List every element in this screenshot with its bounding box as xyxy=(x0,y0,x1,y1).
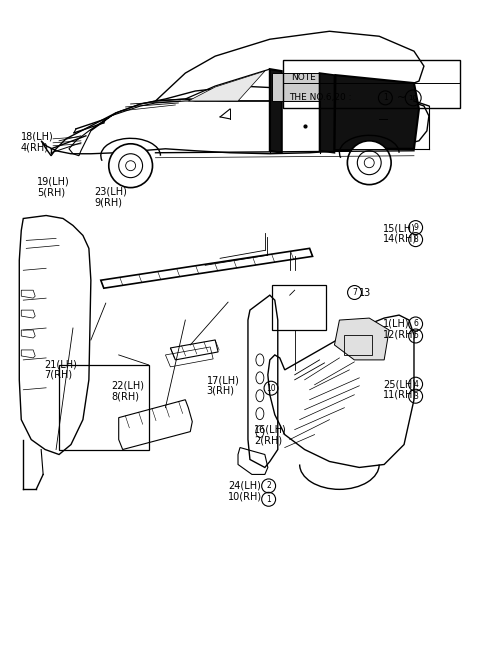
Polygon shape xyxy=(272,73,320,101)
Bar xyxy=(344,335,372,355)
Polygon shape xyxy=(320,73,335,153)
Polygon shape xyxy=(270,69,282,153)
Text: 9: 9 xyxy=(413,223,418,232)
Text: 4(RH): 4(RH) xyxy=(21,142,48,153)
Text: 1: 1 xyxy=(383,93,388,102)
Text: 7(RH): 7(RH) xyxy=(44,370,72,380)
Text: 23(LH): 23(LH) xyxy=(95,186,127,196)
Text: 10: 10 xyxy=(408,95,418,101)
Text: 1(LH): 1(LH) xyxy=(383,319,410,329)
Polygon shape xyxy=(335,318,389,360)
Text: 1: 1 xyxy=(266,495,271,504)
Text: 8(RH): 8(RH) xyxy=(111,391,139,401)
Text: 10: 10 xyxy=(266,384,276,392)
Circle shape xyxy=(348,141,391,185)
Text: 2(RH): 2(RH) xyxy=(254,435,282,446)
Text: 11(RH): 11(RH) xyxy=(383,390,417,400)
Text: 22(LH): 22(LH) xyxy=(111,380,144,390)
Text: 21(LH): 21(LH) xyxy=(44,359,77,369)
Text: 5: 5 xyxy=(413,331,418,341)
Text: ~: ~ xyxy=(397,93,407,103)
Text: 12(RH): 12(RH) xyxy=(383,330,418,339)
Bar xyxy=(272,285,326,330)
Text: 16(LH): 16(LH) xyxy=(254,425,287,435)
Circle shape xyxy=(357,151,381,175)
Text: 25(LH): 25(LH) xyxy=(383,379,416,389)
Polygon shape xyxy=(335,75,419,151)
Circle shape xyxy=(109,144,153,187)
Circle shape xyxy=(119,154,143,177)
Text: 19(LH): 19(LH) xyxy=(37,177,70,186)
Text: 2: 2 xyxy=(266,481,271,491)
Text: 3: 3 xyxy=(413,392,418,401)
Text: 3(RH): 3(RH) xyxy=(206,386,235,396)
Text: 13: 13 xyxy=(360,288,372,298)
Bar xyxy=(283,60,459,108)
Text: 14(RH): 14(RH) xyxy=(383,234,417,244)
Bar xyxy=(59,365,148,450)
Text: 9(RH): 9(RH) xyxy=(95,197,122,207)
Text: 18(LH): 18(LH) xyxy=(21,132,53,142)
Circle shape xyxy=(126,161,136,171)
Text: 15(LH): 15(LH) xyxy=(383,223,416,233)
Text: 24(LH): 24(LH) xyxy=(228,481,261,491)
Text: 10(RH): 10(RH) xyxy=(228,492,262,501)
Text: 5(RH): 5(RH) xyxy=(37,187,65,197)
Text: 4: 4 xyxy=(413,380,418,388)
Text: NOTE: NOTE xyxy=(291,73,316,83)
Text: 7: 7 xyxy=(352,288,357,297)
Text: 6: 6 xyxy=(413,319,418,329)
Circle shape xyxy=(364,158,374,168)
Text: THE NO.6,20 :: THE NO.6,20 : xyxy=(289,93,351,102)
Text: 8: 8 xyxy=(413,235,418,244)
Polygon shape xyxy=(188,71,265,101)
Text: 17(LH): 17(LH) xyxy=(206,375,240,385)
